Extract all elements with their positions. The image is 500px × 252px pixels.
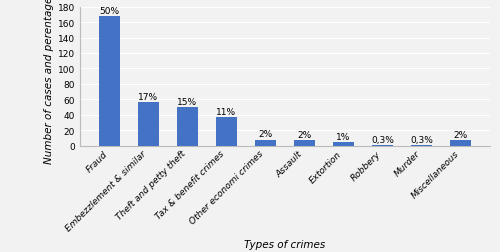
Bar — [98, 17, 120, 146]
Bar — [411, 145, 432, 146]
Bar — [216, 118, 237, 146]
Text: 2%: 2% — [258, 130, 272, 139]
Text: 2%: 2% — [298, 131, 312, 140]
Bar — [255, 140, 276, 146]
Text: 15%: 15% — [178, 98, 198, 107]
Text: 2%: 2% — [454, 131, 468, 140]
Bar — [294, 141, 315, 146]
Text: 17%: 17% — [138, 92, 158, 101]
Text: 0,3%: 0,3% — [371, 135, 394, 144]
Text: 11%: 11% — [216, 108, 236, 116]
X-axis label: Types of crimes: Types of crimes — [244, 239, 326, 249]
Bar — [333, 142, 354, 146]
Text: 50%: 50% — [100, 7, 119, 16]
Bar — [176, 108, 198, 146]
Y-axis label: Number of cases and perentages: Number of cases and perentages — [44, 0, 54, 163]
Bar — [138, 102, 159, 146]
Bar — [450, 141, 471, 146]
Text: 1%: 1% — [336, 132, 350, 141]
Bar — [372, 145, 394, 146]
Text: 0,3%: 0,3% — [410, 135, 433, 144]
